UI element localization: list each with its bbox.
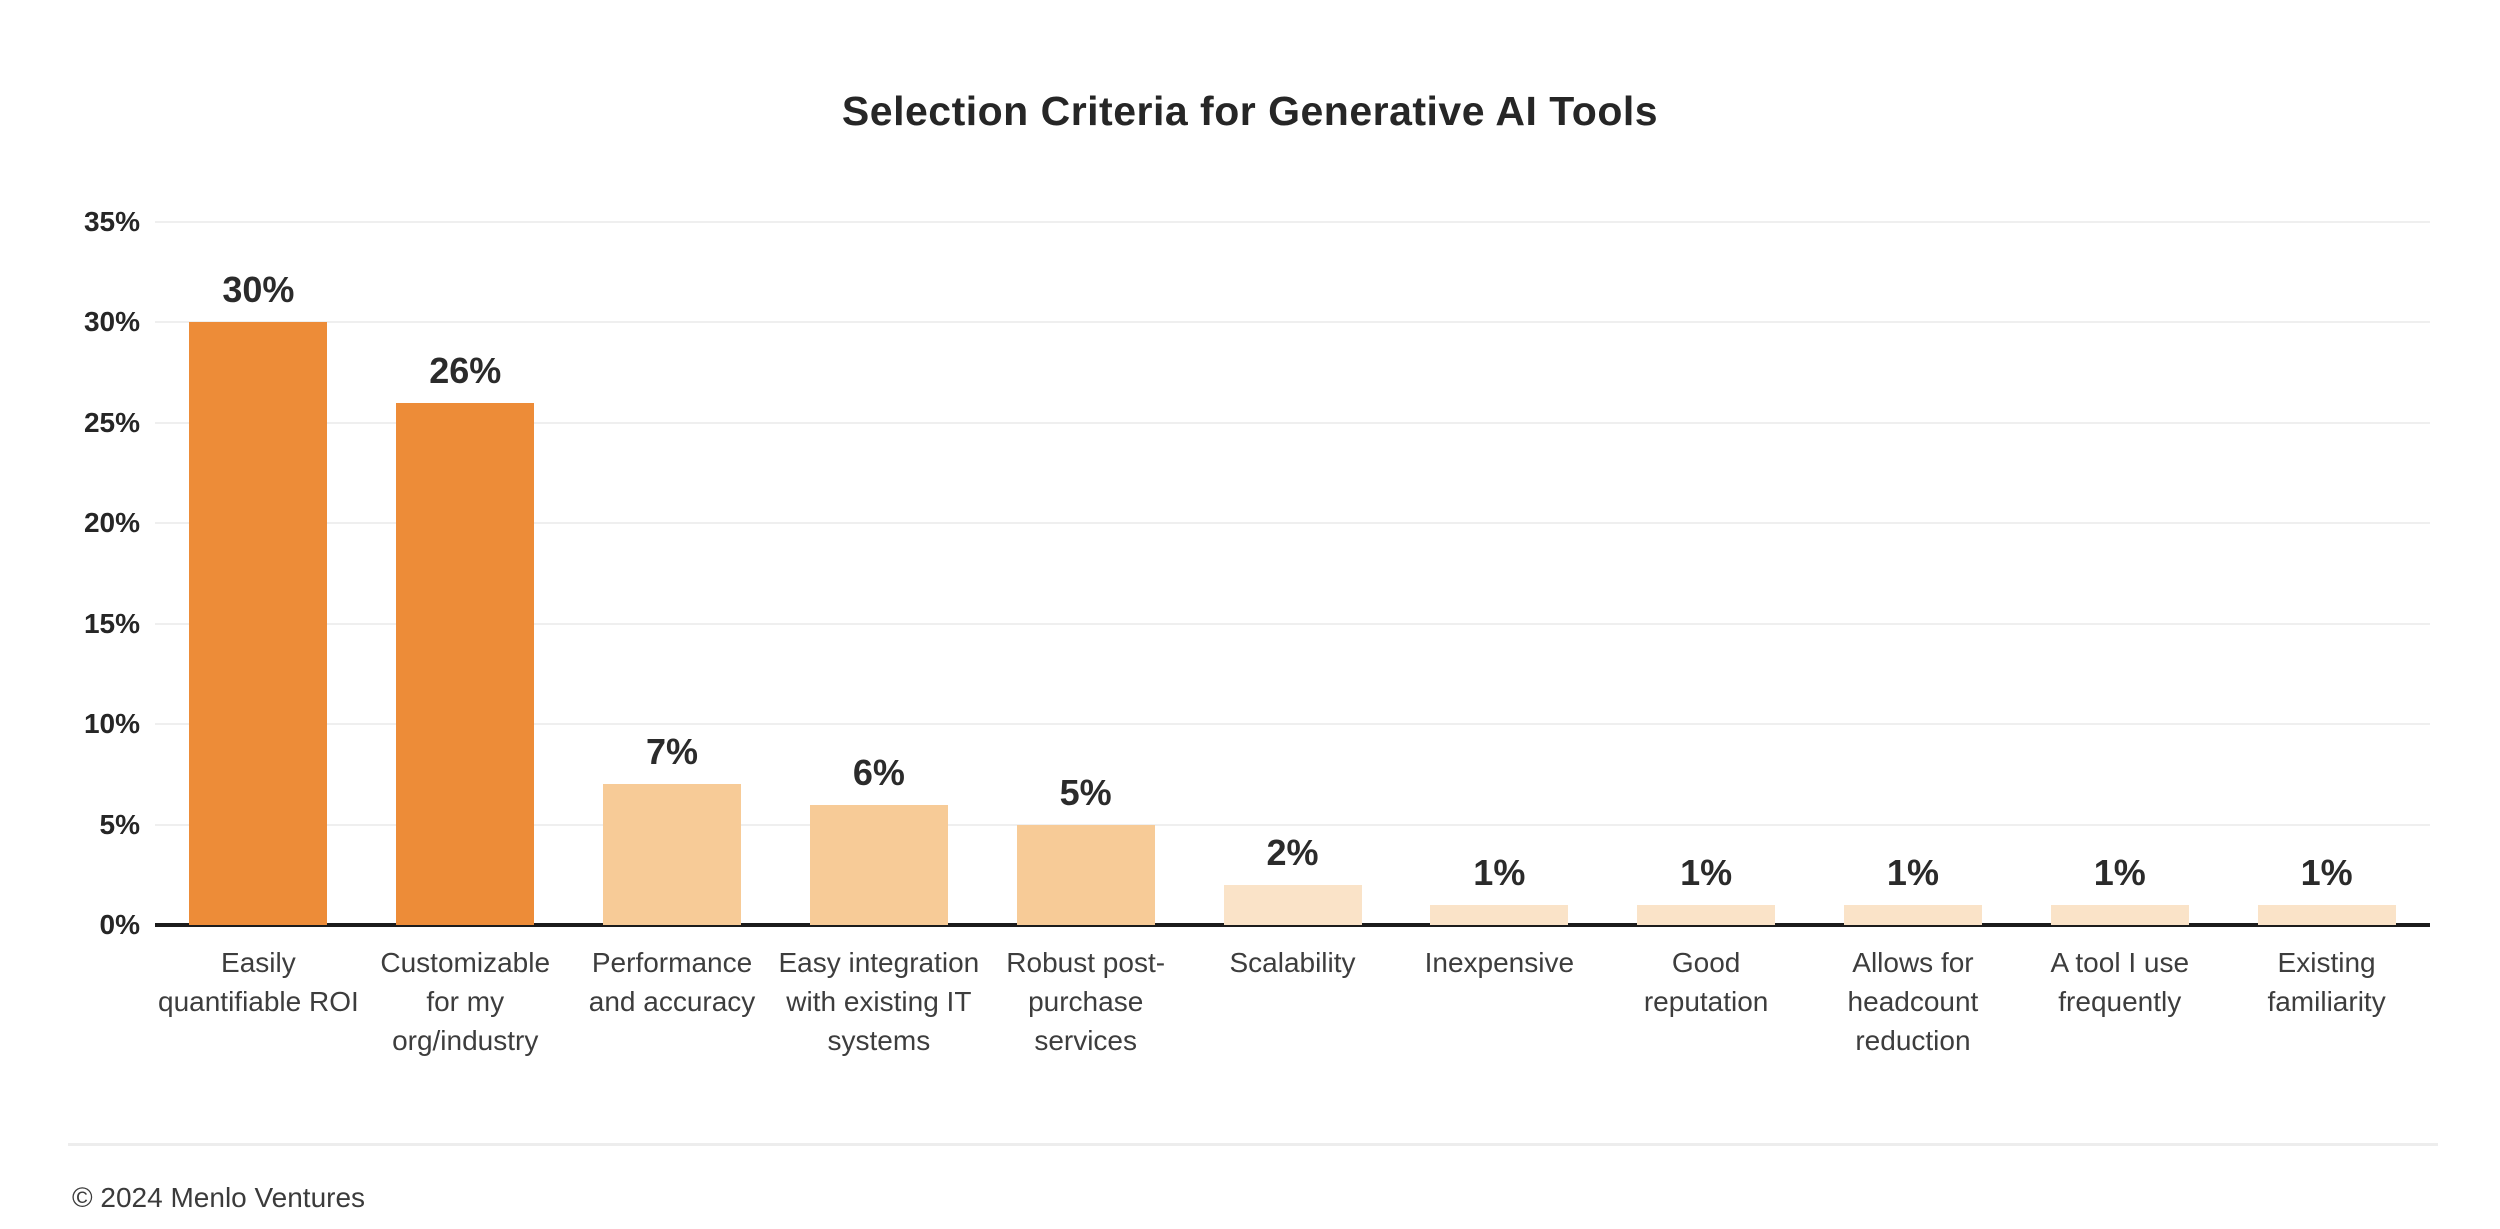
- bar-value-label: 1%: [2300, 851, 2353, 893]
- y-axis-tick-label: 25%: [83, 406, 140, 438]
- x-axis-category-label: Existing familiarity: [2267, 947, 2386, 1017]
- bar: [189, 322, 328, 925]
- y-axis-tick-label: 15%: [83, 607, 140, 639]
- x-axis-category-label: A tool I use frequently: [2050, 947, 2190, 1017]
- bar: [2050, 904, 2189, 925]
- gridline: [155, 421, 2430, 424]
- chart-title: Selection Criteria for Generative AI Too…: [841, 88, 1659, 134]
- plot-area: 30% 26% 7% 6% 5% 2% 1% 1% 1% 1% 1%: [155, 221, 2430, 927]
- x-axis-category-label: Easily quantifiable ROI: [158, 947, 359, 1017]
- bar: [1223, 884, 1362, 925]
- bar-value-label: 5%: [1059, 771, 1112, 813]
- bar-value-label: 7%: [646, 731, 699, 773]
- bar-value-label: 1%: [1680, 851, 1733, 893]
- y-axis-tick-label: 30%: [83, 306, 140, 338]
- bar: [396, 402, 535, 925]
- x-axis-line: [155, 923, 2430, 927]
- x-axis-category-label: Inexpensive: [1424, 947, 1575, 978]
- y-axis-tick-label: 35%: [83, 206, 140, 237]
- x-axis-category-label: Performance and accuracy: [588, 947, 756, 1017]
- bar: [1016, 824, 1155, 925]
- gridline: [155, 321, 2430, 324]
- x-axis-category-label: Easy integration with existing IT system…: [778, 947, 980, 1056]
- bar: [809, 804, 948, 925]
- x-axis-category-label: Customizable for my org/industry: [380, 947, 551, 1056]
- x-axis-category-label: Robust post- purchase services: [1006, 947, 1166, 1056]
- footer-divider: [68, 1143, 2438, 1146]
- bar: [1637, 904, 1776, 925]
- y-axis-tick-label: 5%: [99, 808, 140, 840]
- gridline: [155, 823, 2430, 826]
- x-axis-category-label: Allows for headcount reduction: [1847, 947, 1979, 1056]
- y-axis-tick-label: 10%: [83, 708, 140, 740]
- bar-value-label: 1%: [1886, 851, 1939, 893]
- bar-value-label: 1%: [1473, 851, 1526, 893]
- bar-value-label: 26%: [429, 349, 502, 391]
- gridline: [155, 522, 2430, 525]
- bar-value-label: 6%: [852, 751, 905, 793]
- bar: [603, 784, 742, 925]
- bar-value-label: 1%: [2093, 851, 2146, 893]
- x-axis-category-label: Good reputation: [1643, 947, 1769, 1017]
- gridline: [155, 221, 2430, 223]
- bar-value-label: 30%: [222, 269, 295, 311]
- copyright-text: © 2024 Menlo Ventures: [72, 1182, 366, 1213]
- gridline: [155, 723, 2430, 726]
- y-axis-tick-label: 0%: [99, 909, 140, 940]
- x-axis-category-label: Scalability: [1229, 947, 1356, 978]
- bar: [2257, 904, 2396, 925]
- gridline: [155, 622, 2430, 625]
- bar: [1843, 904, 1982, 925]
- bar: [1430, 904, 1569, 925]
- y-axis-tick-label: 20%: [83, 507, 140, 539]
- bar-value-label: 2%: [1266, 831, 1319, 873]
